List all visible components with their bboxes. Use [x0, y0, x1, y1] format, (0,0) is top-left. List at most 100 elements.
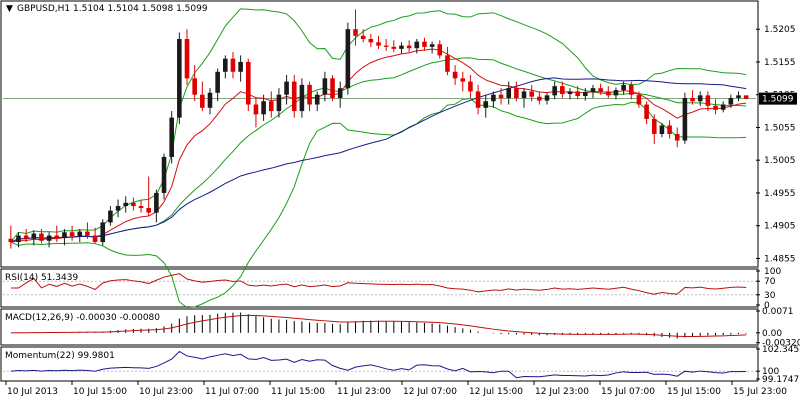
- candle-body: [690, 97, 695, 102]
- time-tick-label: 10 Jul 15:00: [73, 387, 127, 397]
- candle-body: [644, 104, 649, 119]
- time-tick-label: 12 Jul 23:00: [535, 387, 589, 397]
- candle-body: [284, 81, 289, 95]
- candle-body: [223, 58, 228, 72]
- candle-body: [360, 35, 366, 40]
- momentum-tick-label: 100: [762, 367, 779, 377]
- bollinger-lower-line: [10, 98, 747, 309]
- candle-body: [131, 202, 136, 207]
- symbol-dropdown-arrow-icon[interactable]: ▼: [6, 4, 13, 14]
- time-axis: 10 Jul 2013 10 Jul 15:00 10 Jul 23:00 11 Ju…: [5, 381, 787, 397]
- macd-tick-label: 0.00: [762, 329, 782, 339]
- macd-tick-label: -0.003209: [762, 339, 800, 349]
- candle-body: [123, 202, 129, 207]
- candle-body: [720, 104, 726, 110]
- candle-body: [514, 88, 519, 98]
- price-tick-label: 1.5155: [764, 58, 796, 68]
- rsi-tick-label: 30: [764, 291, 776, 301]
- candle-body: [8, 238, 14, 243]
- price-tick-label: 1.4905: [764, 222, 796, 232]
- candle-body: [46, 235, 52, 241]
- candle-body: [429, 44, 435, 47]
- candle-body: [192, 78, 197, 95]
- candle-body: [743, 95, 749, 99]
- slow-moving-average-line: [10, 77, 747, 243]
- candle-body: [330, 78, 335, 98]
- candlestick-series: [8, 9, 749, 249]
- chart-symbol-title: GBPUSD,H1 1.5104 1.5104 1.5098 1.5099: [17, 4, 208, 14]
- time-tick-label: 11 Jul 15:00: [271, 387, 325, 397]
- candle-body: [506, 88, 512, 98]
- candle-body: [414, 41, 420, 49]
- candle-body: [207, 92, 213, 108]
- candle-body: [422, 41, 427, 47]
- time-tick-label: 12 Jul 15:00: [469, 387, 523, 397]
- candle-body: [628, 84, 634, 95]
- candle-body: [184, 39, 190, 79]
- candle-body: [39, 233, 44, 241]
- candle-body: [636, 94, 642, 105]
- candle-body: [337, 88, 343, 98]
- candle-body: [659, 125, 665, 134]
- candle-body: [215, 71, 220, 93]
- time-tick-label: 10 Jul 2013: [7, 387, 58, 397]
- candle-body: [245, 61, 251, 105]
- candle-body: [100, 222, 106, 243]
- candle-body: [529, 91, 534, 97]
- candle-body: [77, 231, 83, 237]
- macd-panel-frame: [0, 308, 759, 346]
- price-tick-label: 1.4955: [764, 189, 796, 199]
- candle-body: [345, 29, 351, 89]
- candle-body: [85, 231, 90, 236]
- candle-body: [291, 81, 297, 112]
- candle-body: [544, 95, 550, 101]
- time-tick-label: 10 Jul 23:00: [139, 387, 193, 397]
- candle-body: [552, 86, 557, 96]
- candle-body: [299, 84, 305, 112]
- candle-body: [613, 90, 619, 96]
- candle-body: [445, 55, 450, 72]
- candle-body: [560, 86, 565, 95]
- candle-body: [69, 232, 75, 237]
- time-tick-label: 15 Jul 07:00: [601, 387, 655, 397]
- candle-body: [605, 91, 611, 96]
- candle-body: [452, 71, 458, 79]
- candle-body: [54, 235, 60, 239]
- candle-body: [261, 101, 266, 115]
- candle-body: [491, 94, 496, 102]
- macd-label: MACD(12,26,9) -0.00030 -0.00080: [5, 313, 160, 323]
- time-tick-label: 12 Jul 07:00: [403, 387, 457, 397]
- candle-body: [230, 58, 236, 72]
- candle-body: [521, 91, 527, 98]
- rsi-panel-frame: [0, 268, 759, 308]
- candle-body: [621, 84, 626, 91]
- momentum-tick-label: 99.1747: [762, 375, 799, 385]
- candle-body: [537, 96, 542, 101]
- candle-body: [23, 235, 29, 239]
- candle-body: [575, 91, 580, 97]
- candle-body: [383, 45, 389, 47]
- time-tick-label: 15 Jul 23:00: [733, 387, 787, 397]
- candle-body: [322, 78, 328, 95]
- candle-body: [253, 104, 259, 115]
- candle-body: [138, 206, 144, 209]
- candle-body: [713, 105, 718, 110]
- price-tick-label: 1.5055: [764, 123, 796, 133]
- macd-indicator: 0.0071 0.00-0.003209: [10, 307, 800, 349]
- momentum-line: [10, 350, 747, 379]
- candle-body: [468, 81, 473, 92]
- candle-body: [276, 94, 282, 112]
- candle-body: [169, 117, 174, 157]
- current-price-marker: 1.5099: [759, 92, 797, 105]
- candle-body: [406, 45, 412, 49]
- price-tick-label: 1.5205: [764, 25, 796, 35]
- candle-body: [590, 88, 596, 93]
- rsi-label: RSI(14) 51.3439: [5, 273, 78, 283]
- candle-body: [161, 156, 167, 193]
- candle-body: [460, 78, 466, 82]
- candle-body: [498, 94, 504, 98]
- candle-body: [115, 206, 121, 211]
- candle-body: [307, 84, 312, 105]
- rsi-tick-label: 100: [764, 267, 781, 277]
